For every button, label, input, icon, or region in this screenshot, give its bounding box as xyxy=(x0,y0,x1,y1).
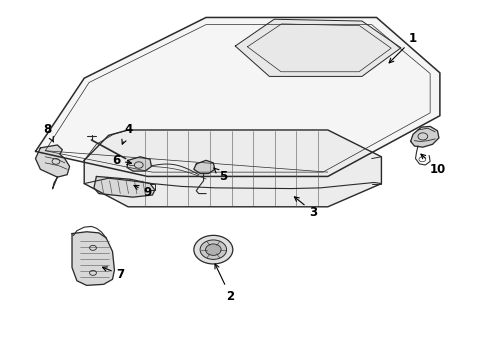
Circle shape xyxy=(200,240,226,259)
Text: 4: 4 xyxy=(122,123,132,144)
Text: 6: 6 xyxy=(112,154,131,167)
Polygon shape xyxy=(235,19,401,76)
Text: 5: 5 xyxy=(214,168,227,183)
Text: 2: 2 xyxy=(215,264,234,303)
Polygon shape xyxy=(35,145,70,177)
Circle shape xyxy=(205,244,221,255)
Text: 8: 8 xyxy=(44,123,53,142)
Polygon shape xyxy=(72,232,115,285)
Text: 9: 9 xyxy=(134,185,152,199)
Polygon shape xyxy=(127,157,151,171)
Polygon shape xyxy=(194,160,215,174)
Polygon shape xyxy=(94,176,155,197)
Polygon shape xyxy=(411,126,439,147)
Text: 1: 1 xyxy=(389,32,417,63)
Polygon shape xyxy=(84,130,381,207)
Circle shape xyxy=(194,235,233,264)
Text: 3: 3 xyxy=(294,197,317,219)
Text: 10: 10 xyxy=(421,154,445,176)
Text: 7: 7 xyxy=(102,267,125,281)
Polygon shape xyxy=(35,18,440,176)
